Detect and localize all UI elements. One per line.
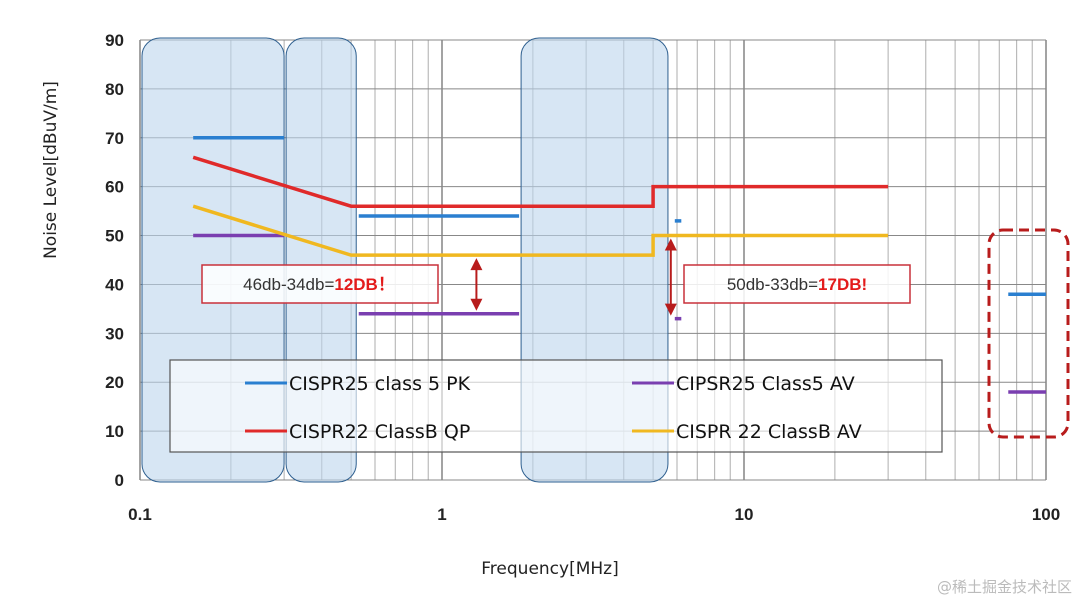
y-tick-label: 40 <box>105 275 124 294</box>
y-tick-label: 70 <box>105 129 124 148</box>
x-tick-label: 1 <box>437 505 446 524</box>
legend-label: CISPR25 class 5 PK <box>289 373 471 395</box>
series-line <box>192 204 889 257</box>
annotation-text: 50db-33db=17DB! <box>727 275 867 294</box>
arrow-head-down <box>664 303 677 316</box>
x-axis-label: Frequency[MHz] <box>481 559 618 579</box>
arrow-head-down <box>470 298 483 311</box>
annotations: 46db-34db=12DB！ 50db-33db=17DB! <box>201 238 911 316</box>
x-tick-labels: 0.1 1 10 100 <box>128 505 1060 524</box>
series-lines <box>192 136 1046 394</box>
focus-box <box>987 228 1070 439</box>
y-tick-label: 60 <box>105 178 124 197</box>
y-tick-label: 50 <box>105 227 124 246</box>
annotation-text: 46db-34db=12DB！ <box>243 275 395 294</box>
x-tick-label: 10 <box>735 505 754 524</box>
y-tick-label: 10 <box>105 422 124 441</box>
legend-label: CISPR22 ClassB QP <box>289 421 470 443</box>
y-tick-label: 0 <box>115 471 124 490</box>
watermark: @稀土掘金技术社区 <box>937 578 1072 596</box>
annotation-box <box>683 264 911 304</box>
arrow-head-up <box>470 258 483 271</box>
annotation-box <box>201 264 439 304</box>
y-tick-label: 30 <box>105 324 124 343</box>
arrow-head-up <box>664 238 677 251</box>
y-tick-label: 90 <box>105 31 124 50</box>
y-tick-label: 80 <box>105 80 124 99</box>
y-tick-labels: 0 10 20 30 40 50 60 70 80 90 <box>105 31 124 490</box>
series-line <box>192 155 889 208</box>
x-tick-label: 0.1 <box>128 505 152 524</box>
y-axis-label: Noise Level[dBuV/m] <box>41 81 61 259</box>
y-tick-label: 20 <box>105 373 124 392</box>
x-tick-label: 100 <box>1032 505 1060 524</box>
legend-label: CIPSR25 Class5 AV <box>676 373 855 395</box>
legend: CISPR25 class 5 PK CIPSR25 Class5 AV CISPR… <box>169 359 943 453</box>
legend-label: CISPR 22 ClassB AV <box>676 421 862 443</box>
